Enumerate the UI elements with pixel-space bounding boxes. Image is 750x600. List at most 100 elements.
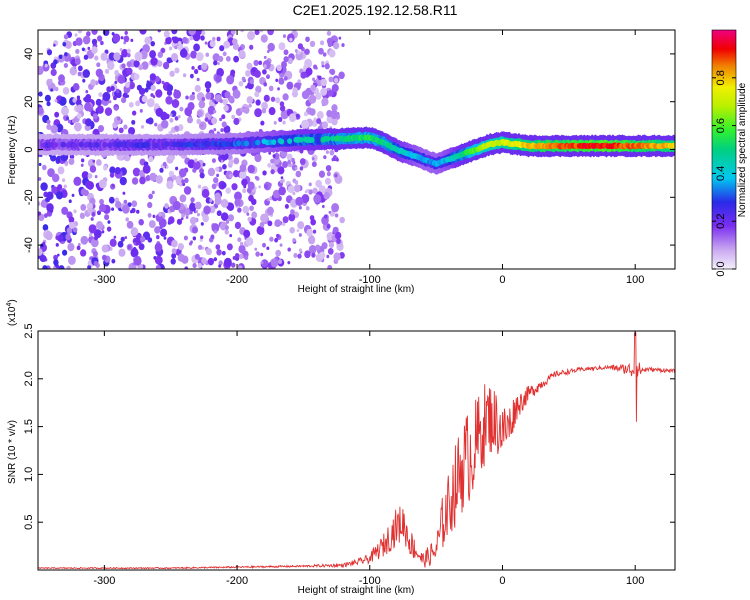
noise-speckle	[261, 101, 268, 110]
noise-speckle	[266, 74, 270, 78]
noise-speckle	[205, 92, 212, 100]
noise-speckle	[57, 234, 64, 243]
noise-speckle	[205, 248, 212, 256]
noise-speckle	[311, 252, 316, 258]
noise-speckle	[135, 100, 141, 107]
noise-speckle	[80, 203, 87, 211]
noise-speckle	[308, 94, 317, 104]
noise-speckle	[231, 114, 236, 120]
noise-speckle	[216, 249, 222, 256]
noise-speckle	[247, 31, 255, 41]
noise-speckle	[194, 201, 202, 210]
noise-speckle	[298, 233, 302, 237]
noise-speckle	[239, 170, 247, 180]
noise-speckle	[64, 162, 68, 167]
x-tick-label: 0	[499, 274, 505, 286]
noise-speckle	[254, 69, 261, 78]
noise-speckle	[282, 34, 287, 38]
noise-speckle	[225, 225, 229, 230]
x-tick-label: 100	[626, 274, 644, 286]
noise-speckle	[215, 244, 221, 250]
noise-speckle	[74, 57, 81, 66]
noise-speckle	[308, 189, 313, 195]
ridge-mark	[188, 141, 194, 148]
noise-speckle	[46, 49, 53, 56]
noise-speckle	[216, 36, 221, 42]
noise-speckle	[203, 205, 211, 215]
noise-speckle	[74, 33, 78, 37]
noise-speckle	[218, 264, 222, 268]
noise-speckle	[262, 69, 267, 75]
noise-speckle	[46, 101, 51, 107]
noise-speckle	[308, 244, 317, 254]
noise-speckle	[187, 116, 193, 124]
noise-speckle	[323, 191, 330, 200]
noise-speckle	[182, 73, 187, 78]
noise-speckle	[326, 30, 332, 36]
noise-speckle	[329, 68, 336, 76]
x-tick-label: -300	[93, 575, 115, 587]
noise-speckle	[213, 229, 218, 234]
noise-speckle	[240, 30, 245, 33]
noise-speckle	[207, 257, 215, 266]
noise-speckle	[141, 95, 148, 103]
noise-speckle	[313, 79, 317, 84]
noise-speckle	[230, 30, 236, 35]
colorbar-tick-label: 0.8	[715, 70, 727, 85]
noise-speckle	[233, 191, 242, 201]
colorbar-tick-label: 0.6	[715, 118, 727, 133]
noise-speckle	[50, 124, 58, 134]
noise-speckle	[309, 40, 316, 48]
noise-speckle	[309, 108, 316, 116]
noise-speckle	[53, 43, 56, 47]
snr-panel: -300 -200 -100 0 100 0.5 1.0 1.5 2.0 2.5 Height o…	[6, 299, 676, 596]
noise-speckle	[249, 44, 254, 50]
noise-speckle	[49, 78, 53, 82]
noise-speckle	[185, 215, 189, 219]
noise-speckle	[243, 106, 250, 114]
noise-speckle	[220, 198, 229, 208]
noise-speckle	[270, 258, 279, 268]
noise-speckle	[138, 87, 146, 96]
noise-speckle	[54, 86, 59, 92]
noise-speckle	[174, 125, 179, 131]
noise-speckle	[194, 84, 201, 93]
noise-speckle	[331, 83, 339, 93]
noise-speckle	[66, 265, 71, 269]
noise-speckle	[174, 45, 178, 50]
noise-speckle	[187, 101, 195, 111]
noise-speckle	[191, 65, 195, 70]
noise-speckle	[321, 97, 329, 107]
noise-speckle	[74, 122, 82, 132]
ridge-mark	[279, 138, 285, 145]
noise-speckle	[211, 183, 217, 190]
noise-speckle	[111, 183, 115, 187]
noise-speckle	[127, 244, 132, 250]
noise-speckle	[294, 180, 299, 185]
noise-speckle	[169, 113, 173, 117]
noise-speckle	[254, 30, 260, 36]
noise-speckle	[315, 179, 322, 188]
noise-speckle	[177, 243, 185, 251]
noise-speckle	[329, 149, 335, 156]
noise-speckle	[190, 50, 198, 59]
noise-speckle	[38, 211, 42, 216]
noise-speckle	[81, 47, 85, 52]
noise-speckle	[213, 257, 217, 262]
noise-speckle	[201, 188, 210, 199]
noise-speckle	[40, 182, 48, 191]
noise-speckle	[270, 158, 275, 164]
noise-speckle	[333, 252, 341, 262]
noise-speckle	[96, 105, 104, 114]
noise-speckle	[232, 256, 236, 260]
snr-axes: -300 -200 -100 0 100 0.5 1.0 1.5 2.0 2.5	[23, 323, 675, 587]
noise-speckle	[142, 164, 151, 174]
noise-speckle	[306, 228, 313, 237]
noise-speckle	[128, 126, 136, 136]
noise-speckle	[76, 245, 81, 251]
noise-speckle	[284, 204, 289, 209]
noise-speckle	[274, 237, 279, 243]
snr-marks	[38, 332, 675, 570]
noise-speckle	[150, 57, 158, 66]
noise-speckle	[313, 117, 317, 122]
